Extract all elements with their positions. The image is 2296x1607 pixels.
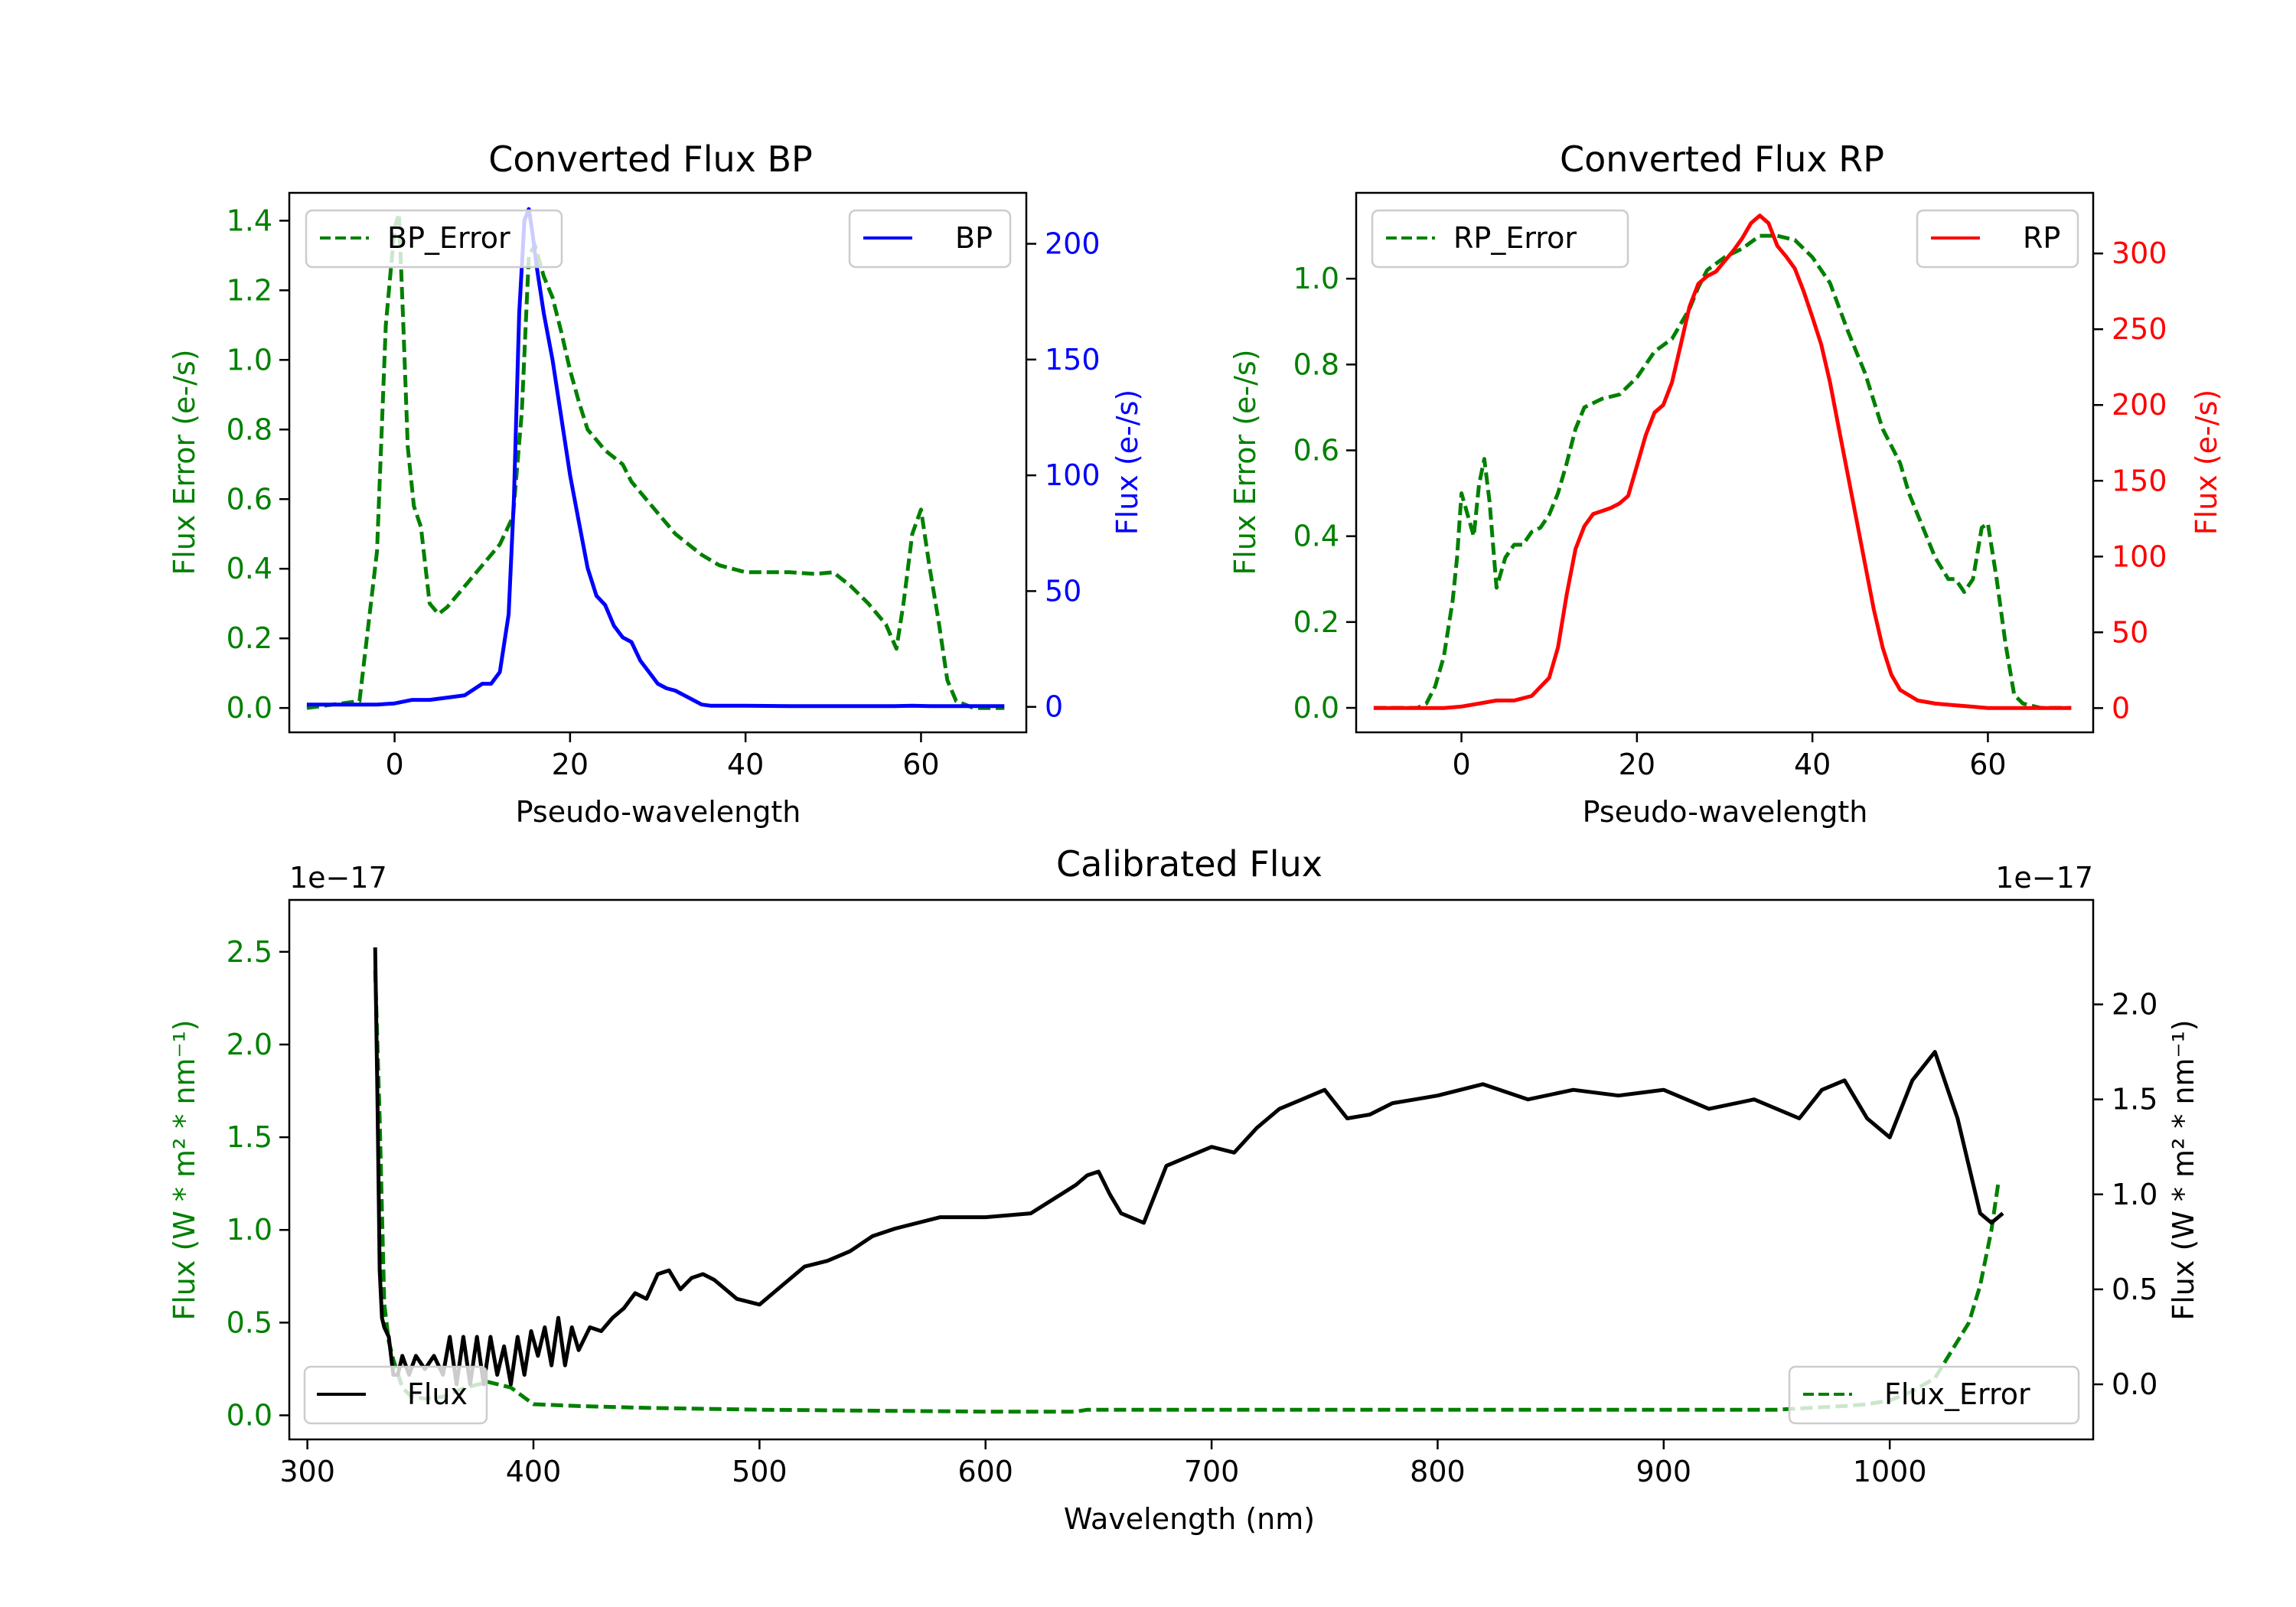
rp-legend-error-label: RP_Error [1453,221,1577,255]
cal-right-ytick-label: 1.5 [2112,1083,2157,1116]
cal-left-ytick-label: 0.5 [227,1305,272,1339]
rp-series-layer [1373,214,2072,710]
cal-left-offset: 1e−17 [289,861,387,895]
bp-series-bp-error [306,211,1005,710]
rp-right-ytick-label: 0 [2112,691,2130,725]
bp-title: Converted Flux BP [488,139,813,180]
cal-ticks-layer: 300 400 500 600 700 800 900 1000 0.0 0.5 1.0 1.5 2.0… [227,935,2158,1488]
cal-xtick-label: 800 [1410,1455,1466,1488]
bp-panel: Converted Flux BP 0 20 40 60 0.0 0.2 0.4 0.6 0.8… [168,139,1144,829]
rp-title: Converted Flux RP [1560,139,1884,180]
rp-plot-frame [1355,191,2095,734]
cal-legend-flux: Flux [303,1365,488,1425]
cal-xtick-label: 600 [957,1455,1013,1488]
bp-series-layer [306,207,1005,710]
bp-xtick-label: 0 [385,748,403,781]
bp-left-ytick-label: 0.6 [227,482,272,516]
rp-right-ytick-label: 200 [2112,388,2167,422]
bp-series-bp [306,207,1005,709]
cal-xtick-label: 700 [1184,1455,1240,1488]
bp-right-ytick-label: 150 [1045,343,1101,376]
rp-left-ylabel: Flux Error (e-/s) [1228,349,1262,575]
rp-ticks-layer: 0 20 40 60 0.0 0.2 0.4 0.6 0.8 1.0 0 50 100 150 200 250… [1293,236,2167,781]
bp-left-ytick-label: 1.2 [227,273,272,307]
bp-xlabel: Pseudo-wavelength [516,795,801,829]
bp-right-ylabel: Flux (e-/s) [1110,390,1144,535]
bp-xtick-label: 20 [552,748,589,781]
bp-plot-frame [288,191,1028,734]
bp-left-ytick-label: 0.4 [227,552,272,585]
bp-right-ytick-label: 100 [1045,458,1101,492]
cal-plot-frame [288,898,2095,1441]
bp-legend-error: BP_Error [305,209,563,269]
cal-xtick-label: 300 [279,1455,335,1488]
rp-left-ytick-label: 0.4 [1293,520,1339,553]
rp-series-rp-error [1373,233,2072,710]
cal-xtick-label: 1000 [1853,1455,1927,1488]
cal-left-ytick-label: 1.5 [227,1120,272,1154]
bp-xtick-label: 40 [727,748,764,781]
rp-xtick-label: 40 [1794,748,1831,781]
cal-left-ytick-label: 0.0 [227,1399,272,1433]
rp-left-ytick-label: 0.0 [1293,691,1339,725]
rp-right-ytick-label: 150 [2112,464,2167,497]
rp-xtick-label: 60 [1969,748,2006,781]
cal-xtick-label: 900 [1636,1455,1692,1488]
bp-right-ytick-label: 200 [1045,227,1101,261]
cal-right-ytick-label: 1.0 [2112,1178,2157,1211]
cal-left-ytick-label: 2.5 [227,935,272,969]
rp-legend-flux-label: RP [2023,221,2060,255]
bp-right-ytick-label: 50 [1045,574,1081,608]
rp-right-ytick-label: 250 [2112,312,2167,346]
cal-legend-error: Flux_Error [1788,1365,2080,1425]
rp-legend-flux: RP [1916,209,2079,269]
bp-legend-flux-label: BP [955,221,993,255]
bp-left-ytick-label: 0.0 [227,691,272,725]
cal-left-ytick-label: 1.0 [227,1213,272,1247]
rp-xlabel: Pseudo-wavelength [1583,795,1868,829]
rp-right-ytick-label: 300 [2112,236,2167,270]
cal-left-ylabel: Flux (W * m² * nm⁻¹) [168,1019,201,1320]
cal-xtick-label: 400 [506,1455,562,1488]
bp-left-ylabel: Flux Error (e-/s) [168,349,201,575]
bp-left-ytick-label: 0.8 [227,412,272,446]
rp-left-ytick-label: 0.8 [1293,347,1339,381]
bp-left-ytick-label: 1.4 [227,204,272,237]
cal-right-ytick-label: 2.0 [2112,988,2157,1022]
rp-right-ytick-label: 50 [2112,615,2148,649]
cal-legend-flux-label: Flux [407,1377,468,1411]
rp-right-ytick-label: 100 [2112,539,2167,573]
rp-panel: Converted Flux RP 0 20 40 60 0.0 0.2 0.4 0.6 0.8… [1228,139,2223,829]
calibrated-panel: Calibrated Flux 300 400 500 600 700 800 900 100… [168,843,2200,1536]
bp-ticks-layer: 0 20 40 60 0.0 0.2 0.4 0.6 0.8 1.0 1.2 1.4 0 50 100 150… [227,204,1101,781]
cal-right-offset: 1e−17 [1995,861,2093,895]
cal-xlabel: Wavelength (nm) [1064,1502,1315,1536]
rp-left-ytick-label: 1.0 [1293,262,1339,295]
bp-left-ytick-label: 0.2 [227,621,272,655]
cal-xtick-label: 500 [732,1455,788,1488]
cal-legend-error-label: Flux_Error [1884,1377,2030,1411]
bp-right-ytick-label: 0 [1045,690,1063,724]
cal-left-ytick-label: 2.0 [227,1028,272,1061]
cal-right-ylabel: Flux (W * m² * nm⁻¹) [2167,1019,2200,1320]
cal-title: Calibrated Flux [1056,843,1322,885]
rp-series-rp [1373,214,2072,710]
rp-left-ytick-label: 0.2 [1293,605,1339,639]
rp-legend-error: RP_Error [1371,209,1629,269]
rp-left-ytick-label: 0.6 [1293,434,1339,468]
cal-right-ytick-label: 0.5 [2112,1273,2157,1306]
bp-left-ytick-label: 1.0 [227,343,272,376]
cal-series-flux [373,947,2004,1387]
rp-xtick-label: 0 [1452,748,1470,781]
cal-right-ytick-label: 0.0 [2112,1367,2157,1401]
rp-right-ylabel: Flux (e-/s) [2190,390,2223,535]
bp-legend-flux: BP [848,209,1012,269]
bp-legend-error-label: BP_Error [387,221,510,255]
bp-xtick-label: 60 [902,748,939,781]
rp-xtick-label: 20 [1619,748,1655,781]
